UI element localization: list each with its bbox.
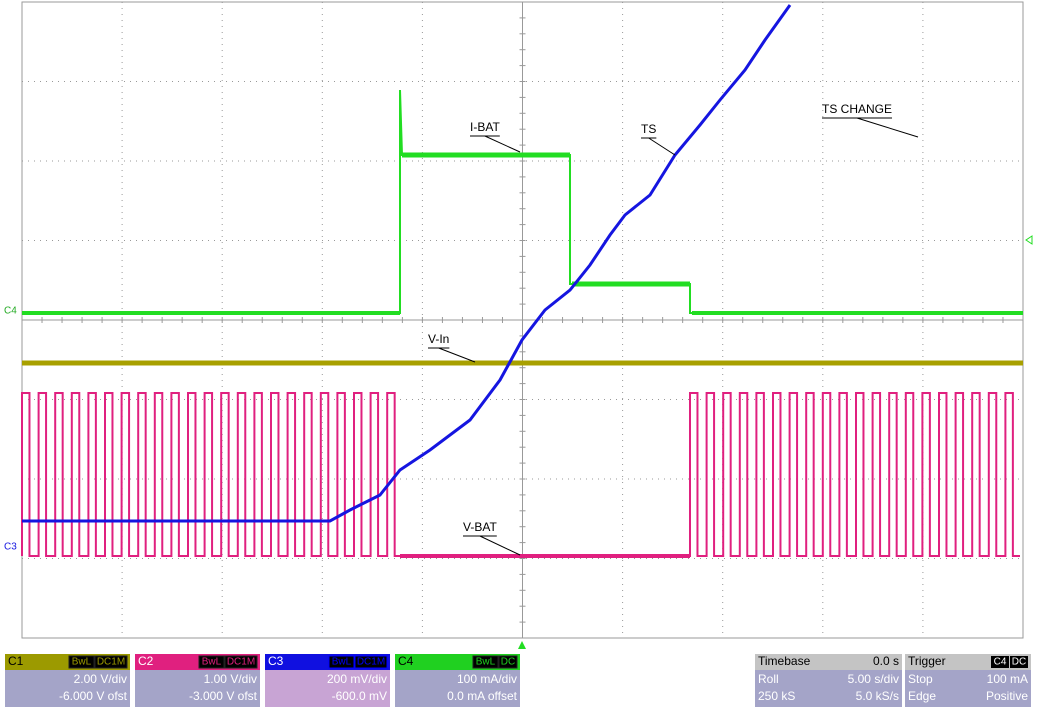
waveform-label: TS CHANGE	[822, 102, 892, 116]
info-panels: C1 DC1M BwL 2.00 V/div -6.000 V ofst C2 DC1M Bw…	[5, 654, 1031, 707]
channel-marker: C3	[4, 542, 17, 553]
channel-badge	[94, 655, 128, 669]
channel-badge	[354, 655, 388, 669]
waveform-label: TS	[641, 122, 656, 136]
channel-body	[5, 670, 130, 707]
leader-line	[856, 117, 919, 138]
trigger-row-label: Edge	[908, 689, 936, 703]
timebase-row-label: Roll	[758, 672, 779, 686]
timebase-header	[755, 654, 902, 670]
timebase-row-value: 5.00 s/div	[848, 672, 899, 686]
timebase-row-value: 5.0 kS/s	[856, 689, 899, 703]
timebase-body	[755, 670, 902, 707]
channel-body	[395, 670, 520, 707]
channel-badge	[498, 655, 518, 669]
channel-name: C2	[138, 654, 154, 668]
trigger-badge	[1010, 656, 1028, 668]
leader-line	[484, 135, 521, 153]
channel-badge	[224, 655, 258, 669]
channel-scale: 2.00 V/div	[74, 672, 127, 686]
channel-badge-text: DC	[501, 657, 515, 668]
channel-badge-text: BwL	[202, 657, 222, 668]
channel-badge	[68, 655, 95, 669]
channel-badge-text: BwL	[476, 657, 496, 668]
trigger-badge	[991, 656, 1009, 668]
timebase-title: Timebase	[758, 654, 811, 668]
leader-line	[648, 137, 676, 156]
channel-badge	[328, 655, 355, 669]
waveform-label: I-BAT	[470, 120, 500, 134]
annotations: I-BAT TS TS CHANGE V-In V-BAT C4 C3	[4, 102, 1033, 649]
trigger-row-value: Positive	[986, 689, 1028, 703]
channel-badge-text: BwL	[72, 657, 92, 668]
channel-badge-text: DC1M	[227, 657, 255, 668]
channel-marker: C4	[4, 306, 17, 317]
trigger-row-value: 100 mA	[987, 672, 1028, 686]
channel-offset: 0.0 mA offset	[447, 689, 517, 703]
trigger-level-marker	[1025, 235, 1033, 245]
channel-badge-text: DC1M	[97, 657, 125, 668]
trigger-position-marker	[518, 641, 526, 649]
trigger-body	[905, 670, 1031, 707]
leader-line	[438, 347, 476, 363]
channel-name: C3	[268, 654, 284, 668]
timebase-row-label: 250 kS	[758, 689, 795, 703]
channel-badge-text: DC1M	[357, 657, 385, 668]
channel-body	[135, 670, 260, 707]
channel-scale: 1.00 V/div	[204, 672, 257, 686]
waveform-label: V-BAT	[463, 520, 497, 534]
channel-name: C4	[398, 654, 414, 668]
c3-trace	[22, 4, 792, 523]
channel-name: C1	[8, 654, 24, 668]
channel-badge	[198, 655, 225, 669]
trigger-title: Trigger	[908, 654, 946, 668]
channel-offset: -600.0 mV	[332, 689, 387, 703]
leader-line	[479, 535, 521, 556]
trigger-badge-text: DC	[1012, 657, 1026, 668]
trigger-row-label: Stop	[908, 672, 933, 686]
channel-scale: 200 mV/div	[327, 672, 387, 686]
channel-scale: 100 mA/div	[457, 672, 517, 686]
channel-offset: -3.000 V ofst	[189, 689, 258, 703]
channel-badge	[472, 655, 499, 669]
channel-body	[265, 670, 390, 707]
channel-badge-text: BwL	[332, 657, 352, 668]
waveform-label: V-In	[428, 332, 449, 346]
trigger-badge-text: C4	[994, 657, 1007, 668]
c2-trace	[21, 392, 1020, 557]
timebase-value: 0.0 s	[873, 654, 899, 668]
channel-offset: -6.000 V ofst	[59, 689, 128, 703]
waveforms	[21, 4, 1023, 558]
